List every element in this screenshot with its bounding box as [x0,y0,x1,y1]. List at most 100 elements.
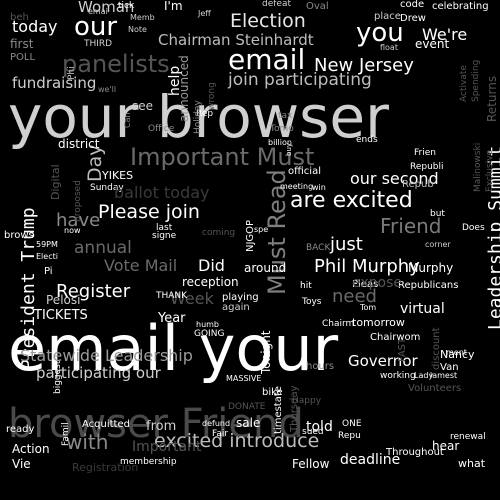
word-149: Repu [338,431,361,441]
word-76: Sunday [90,183,124,193]
word-41: from [146,419,177,434]
word-154: Phi [67,66,77,80]
word-17: Please join [98,201,200,223]
word-51: see [132,99,154,113]
word-152: Republi [410,162,444,172]
word-108: humb [196,320,220,329]
word-67: celebrating [432,1,489,12]
word-93: billion [268,138,292,147]
word-28: just [330,234,363,255]
word-4: Important Must [130,143,315,171]
word-89: membership [120,457,177,467]
word-47: Pelosi [46,293,81,307]
word-148: Happy [292,396,322,406]
word-48: Tonight [259,330,273,375]
word-113: defund [202,419,231,428]
word-161: spe [254,225,269,234]
word-107: buy [285,142,293,156]
word-2: email your [8,312,339,385]
word-20: Friend [380,214,442,238]
word-111: sued [302,427,324,437]
word-95: Toys [302,297,322,307]
word-147: DONATE [228,402,266,412]
word-27: Did [198,256,225,275]
word-7: panelists [62,50,170,78]
word-120: 59PM [36,240,58,249]
word-102: Tom [360,303,377,312]
word-109: ment [446,348,467,357]
word-85: corner [425,240,451,249]
word-43: deadline [340,452,401,468]
word-124: Office [148,124,175,134]
word-144: Malinowski [473,142,483,192]
word-59: Vie [12,457,31,471]
word-62: Throughout [386,447,444,458]
word-1: your browser [8,83,389,151]
word-96: Lady [414,371,434,380]
word-74: Note [128,25,147,34]
word-143: Returns [485,75,499,122]
word-77: Memb [130,13,155,22]
word-142: ballot today [114,183,210,202]
word-16: fundraising [12,74,97,92]
word-160: we'll [98,85,117,94]
word-14: Woman [78,0,135,16]
word-42: told [306,419,333,435]
word-155: We're [422,25,468,44]
word-52: district [58,137,100,151]
word-69: I'm [164,0,183,13]
word-134: GOING [194,329,225,339]
word-79: float [380,43,398,52]
word-117: but [430,209,445,219]
word-56: reception [182,275,239,289]
word-38: Governor [348,352,418,370]
word-12: our [74,12,118,42]
word-151: Chairwom [370,332,421,343]
word-29: Phil Murphy [314,256,420,277]
word-6: email [228,43,306,76]
word-30: Murphy [408,261,454,275]
word-83: again [222,302,250,313]
word-80: Repub [402,179,434,190]
word-145: Exclusive [485,149,495,192]
word-139: Activate [459,65,469,102]
word-100: win [312,183,326,192]
word-66: Acquitted [82,419,130,430]
word-55: around [244,261,287,275]
word-110: ONE [342,419,362,429]
word-54: official [288,166,321,177]
word-82: playing [222,292,259,303]
word-92: tick [118,1,135,11]
word-159: biggest [53,360,63,394]
word-158: Famil [61,422,71,446]
word-65: tomorrow [352,316,405,329]
word-44: Nancy [440,348,475,361]
word-58: Action [12,442,50,456]
word-33: virtual [400,301,445,317]
word-125: Can [123,112,132,128]
word-97: MASSIVE [226,374,262,383]
word-15: today [12,17,58,36]
word-141: Volunteers [408,383,462,394]
word-13: you [356,18,404,48]
word-78: Jeff [198,9,211,18]
word-35: Year [158,311,186,326]
word-137: Thursday [289,385,300,433]
word-3: browser Friend [8,401,304,447]
word-106: meeting [280,182,314,191]
word-123: THANK [156,291,188,301]
word-73: THIRD [84,39,113,49]
word-8: Election [230,10,306,32]
word-31: Register [56,281,131,302]
word-45: Fellow [292,457,330,471]
word-98: defeat [262,0,291,9]
word-32: need [332,286,377,307]
word-63: hear [432,439,460,453]
word-156: place [374,11,401,22]
word-116: signe [152,231,177,241]
word-153: beh [10,12,29,23]
word-71: Drew [400,13,426,24]
word-60: ready [6,424,35,435]
word-57: Republicans [398,280,459,291]
